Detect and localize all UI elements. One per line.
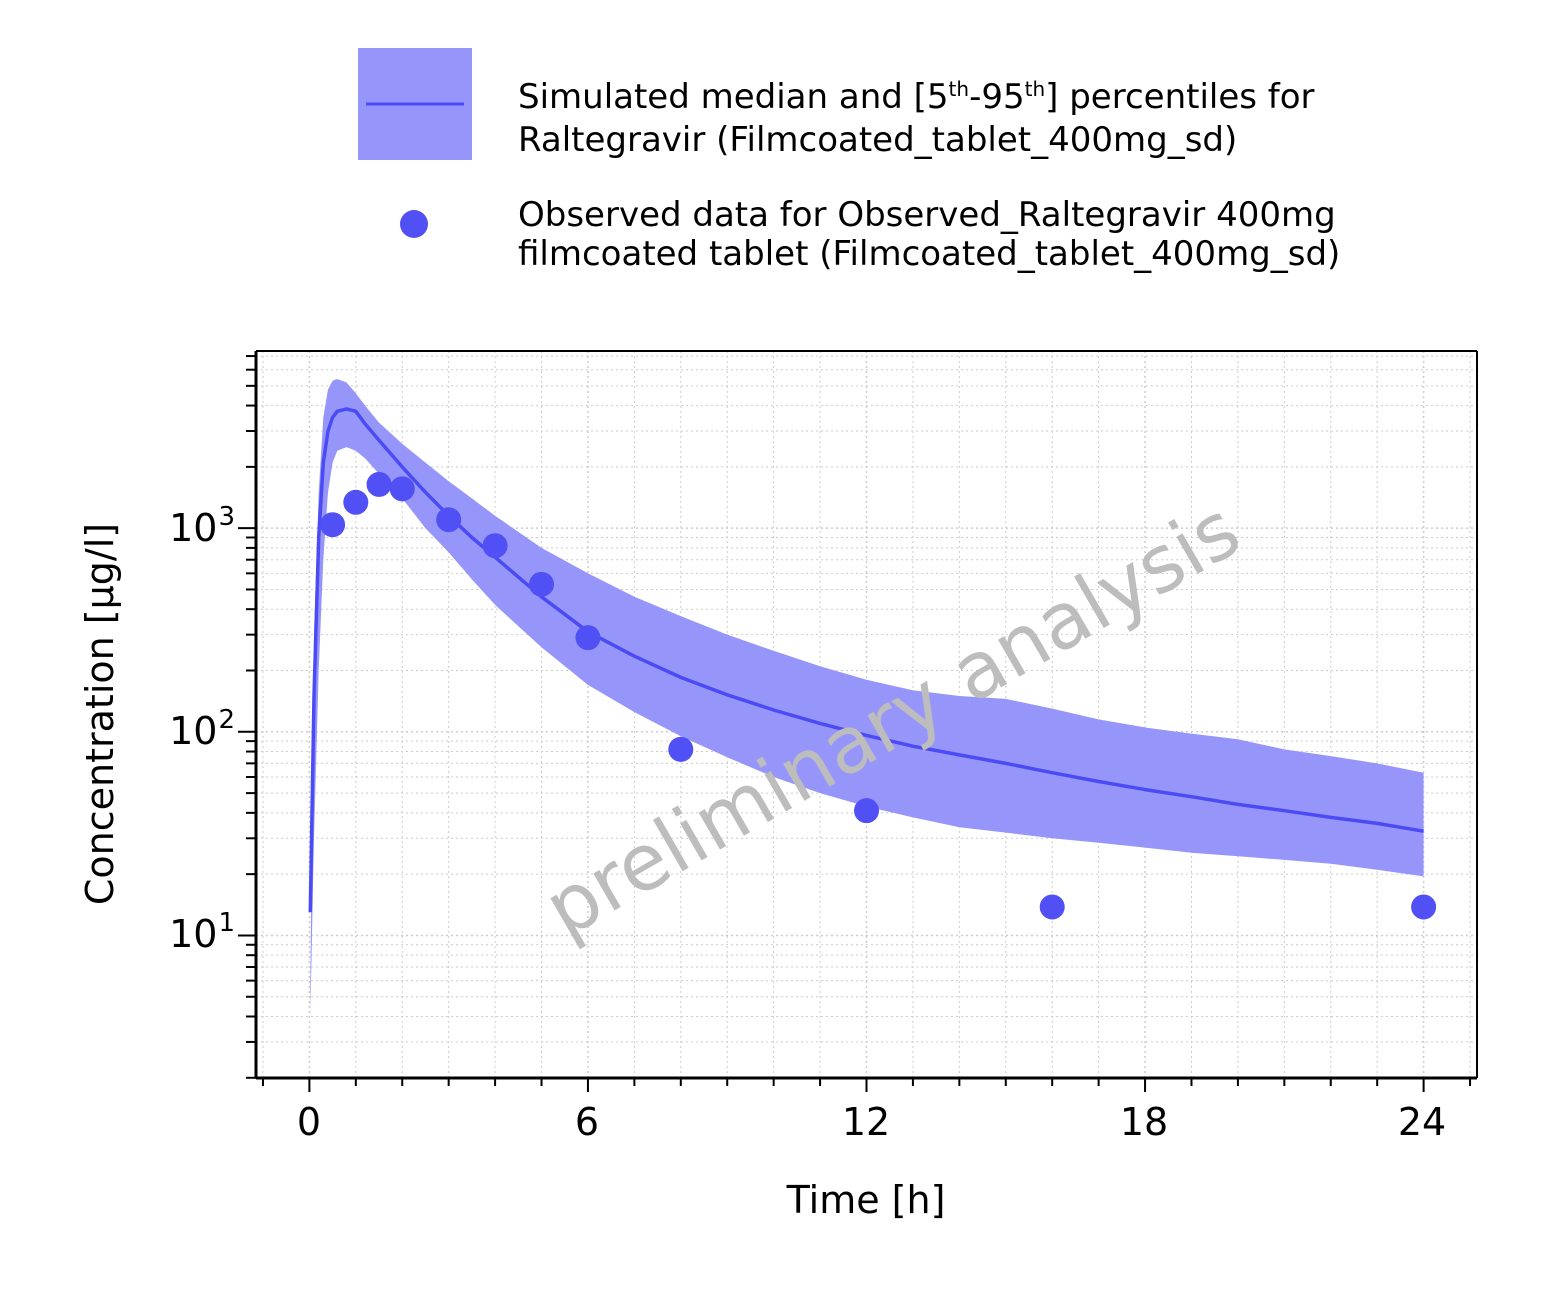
legend-observed-label: Observed data for Observed_Raltegravir 4… [518,196,1340,274]
observed-point [854,798,879,824]
y-axis-title: Concentration [µg/l] [78,522,122,906]
observed-point [320,512,346,538]
y-tick-base: 10 [169,506,218,550]
legend-band-line1-a: Simulated median and [5 [518,77,949,117]
y-tick-label: 101 [169,908,235,956]
y-tick-base: 10 [169,912,218,956]
observed-point [1039,894,1065,920]
percentile-band [310,379,1424,1017]
x-tick-label: 12 [841,1100,891,1144]
legend-band-line2: Raltegravir (Filmcoated_tablet_400mg_sd) [518,120,1238,160]
x-tick-label: 18 [1119,1100,1169,1144]
x-tick-label: 24 [1397,1100,1447,1144]
observed-points [320,471,1437,920]
median-series-line [308,407,1424,913]
y-tick-exponent: 1 [218,908,235,938]
observed-point [1411,894,1437,920]
x-tick-label: 0 [296,1100,322,1144]
observed-point [343,489,369,515]
legend-band-label: Simulated median and [5th-95th] percenti… [518,77,1315,160]
legend-band-line1-c: ] percentiles for [1045,77,1315,117]
observed-point [529,571,555,597]
y-tick-label: 103 [169,502,235,550]
legend-band-sup2: th [1024,77,1046,101]
legend-observed-marker [400,210,428,238]
legend-observed-line2: filmcoated tablet (Filmcoated_tablet_400… [518,234,1341,274]
x-axis-title: Time [h] [786,1178,946,1222]
observed-point [482,533,508,559]
legend-band-line1-b: -95 [969,77,1025,117]
legend-observed-line1: Observed data for Observed_Raltegravir 4… [518,195,1336,235]
y-tick-exponent: 3 [218,502,235,532]
y-tick-base: 10 [169,709,218,753]
legend-band-sup1: th [948,77,970,101]
percentile-band-area [310,379,1424,1017]
observed-point [389,476,415,502]
y-tick-label: 102 [169,705,235,753]
axes [238,350,1478,1092]
observed-point [575,625,601,651]
y-tick-exponent: 2 [218,705,235,735]
median-line [308,407,1424,913]
x-tick-label: 6 [574,1100,600,1144]
observed-point [436,507,462,533]
observed-point [366,471,392,497]
observed-point [668,736,694,762]
